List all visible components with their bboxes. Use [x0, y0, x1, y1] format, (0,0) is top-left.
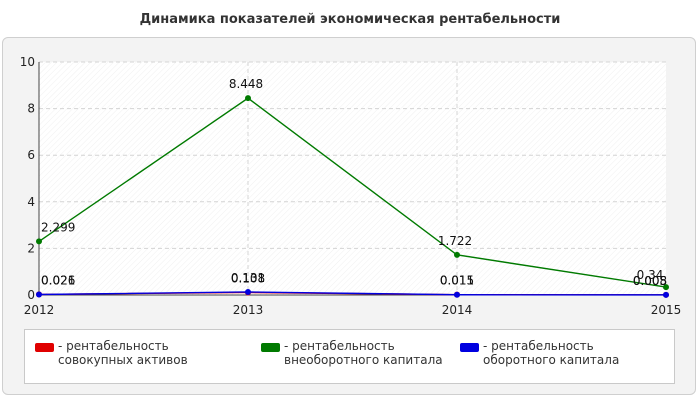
data-label: 0.34	[637, 268, 664, 282]
legend: - рентабельность совокупных активов - ре…	[24, 329, 675, 384]
data-label: 8.448	[229, 77, 263, 91]
data-label: 0.015	[440, 274, 474, 288]
x-tick-label: 2012	[24, 303, 55, 317]
y-tick-label: 2	[27, 241, 35, 255]
series-line-2	[38, 97, 667, 288]
data-point[interactable]	[454, 291, 460, 298]
series-layer	[36, 95, 669, 298]
data-point[interactable]	[36, 291, 42, 298]
data-point[interactable]	[245, 95, 251, 102]
x-tick-label: 2014	[442, 303, 473, 317]
data-label: 0.108	[231, 271, 265, 285]
legend-label: - рентабельность внеоборотного капитала	[284, 339, 443, 367]
plot-area	[39, 62, 666, 295]
legend-swatch-blue	[460, 343, 479, 352]
y-tick-label: 4	[27, 195, 35, 209]
y-tick-label: 10	[20, 55, 35, 69]
data-point[interactable]	[663, 291, 669, 298]
y-tick-label: 6	[27, 148, 35, 162]
data-label: 0.005	[633, 274, 667, 288]
label-layer: 0.026 0.108 0.015 0.0082.2998.4481.7220.340…	[41, 77, 667, 288]
data-label: 2.299	[41, 220, 75, 234]
data-point[interactable]	[245, 288, 251, 295]
chart-title: Динамика показателей экономическая рента…	[139, 12, 561, 27]
series-line-3	[38, 291, 667, 296]
y-tick-label: 0	[27, 288, 35, 302]
data-label: 0.008	[633, 274, 667, 288]
data-label: 0.026	[41, 273, 75, 287]
data-label: 1.722	[438, 234, 472, 248]
data-label: 0.011	[440, 274, 474, 288]
x-tick-label: 2015	[651, 303, 682, 317]
legend-swatch-green	[261, 343, 280, 352]
x-tick-label: 2013	[233, 303, 264, 317]
data-point[interactable]	[36, 238, 42, 245]
data-label: 0.021	[41, 274, 75, 288]
data-label: 0.131	[231, 271, 265, 285]
legend-label: - рентабельность совокупных активов	[58, 339, 188, 367]
legend-label: - рентабельность оборотного капитала	[483, 339, 620, 367]
legend-swatch-red	[35, 343, 54, 352]
y-tick-label: 8	[27, 102, 35, 116]
data-point[interactable]	[663, 284, 669, 291]
data-point[interactable]	[454, 251, 460, 258]
